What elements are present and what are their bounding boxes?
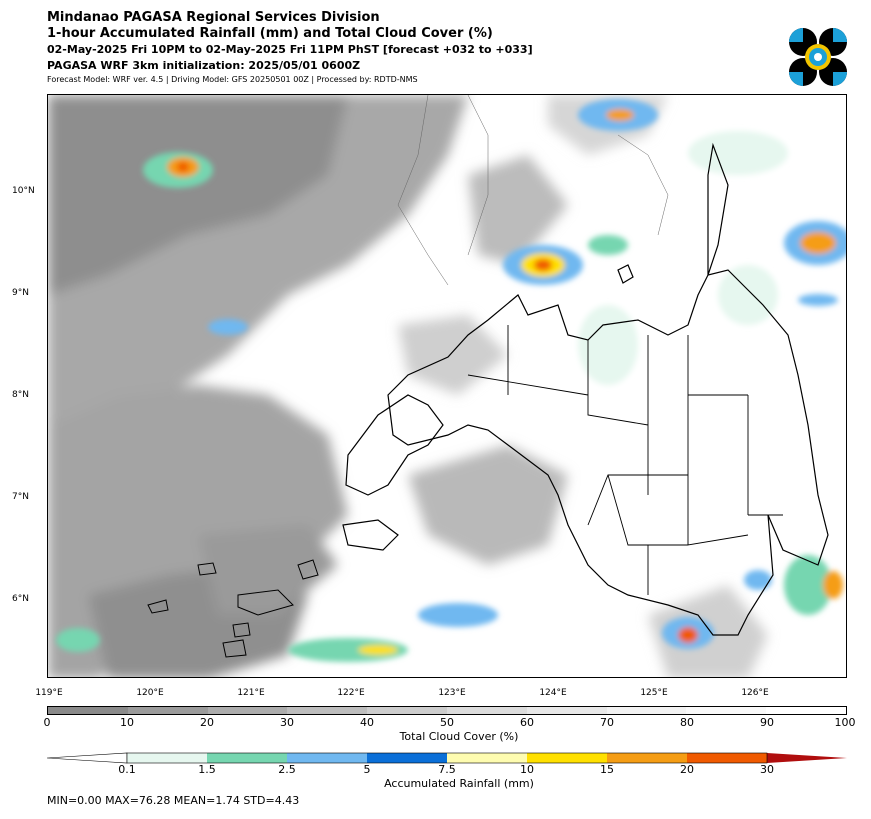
- lon-label-121e: 121°E: [237, 688, 265, 698]
- lat-label-7n: 7°N: [12, 492, 29, 502]
- initialization-time: PAGASA WRF 3km initialization: 2025/05/0…: [47, 59, 361, 72]
- cloud-swatch-8: [686, 707, 767, 714]
- cloud-tick: 0: [43, 716, 51, 729]
- rain-swatch-1: [207, 753, 287, 763]
- lon-label-124e: 124°E: [539, 688, 567, 698]
- cloud-swatch-5: [446, 707, 527, 714]
- model-info: Forecast Model: WRF ver. 4.5 | Driving M…: [47, 75, 418, 84]
- grey-gridlines: [397, 95, 669, 286]
- island-chain: [147, 559, 319, 658]
- rain-swatch-0: [127, 753, 207, 763]
- cloud-tick: 10: [120, 716, 134, 729]
- rain-extend-high: [767, 753, 847, 763]
- cloud-tick: 20: [200, 716, 214, 729]
- rain-tick: 30: [760, 763, 774, 776]
- coastlines-and-boundaries: [342, 142, 829, 636]
- lon-label-123e: 123°E: [438, 688, 466, 698]
- lat-label-10n: 10°N: [12, 186, 35, 196]
- cloud-swatch-0: [48, 707, 128, 714]
- rain-tick: 1.5: [198, 763, 216, 776]
- rain-swatch-3: [367, 753, 447, 763]
- rainfall-colorbar: [47, 752, 847, 764]
- cloud-swatch-2: [207, 707, 288, 714]
- title-product: 1-hour Accumulated Rainfall (mm) and Tot…: [47, 26, 493, 41]
- lon-label-125e: 125°E: [640, 688, 668, 698]
- rain-swatch-4: [447, 753, 527, 763]
- rain-tick: 5: [363, 763, 371, 776]
- cloud-tick: 40: [360, 716, 374, 729]
- rain-swatch-5: [527, 753, 607, 763]
- rain-tick: 15: [600, 763, 614, 776]
- lat-label-8n: 8°N: [12, 390, 29, 400]
- cloud-tick: 90: [760, 716, 774, 729]
- lon-label-122e: 122°E: [337, 688, 365, 698]
- cloud-tick: 100: [834, 716, 856, 729]
- statistics-readout: MIN=0.00 MAX=76.28 MEAN=1.74 STD=4.43: [47, 794, 300, 807]
- cloud-colorbar-title: Total Cloud Cover (%): [399, 730, 519, 743]
- title-region: Mindanao PAGASA Regional Services Divisi…: [47, 10, 380, 25]
- cloud-tick: 80: [680, 716, 694, 729]
- lon-label-126e: 126°E: [741, 688, 769, 698]
- lon-label-120e: 120°E: [136, 688, 164, 698]
- cloud-swatch-9: [766, 707, 846, 714]
- rain-tick: 7.5: [438, 763, 456, 776]
- rainfall-layer: [56, 99, 846, 662]
- pagasa-logo-icon: [788, 27, 848, 87]
- cloud-swatch-3: [287, 707, 368, 714]
- cloud-tick: 70: [600, 716, 614, 729]
- rain-tick: 10: [520, 763, 534, 776]
- lon-label-119e: 119°E: [35, 688, 63, 698]
- rain-tick: 0.1: [118, 763, 136, 776]
- valid-time: 02-May-2025 Fri 10PM to 02-May-2025 Fri …: [47, 43, 533, 56]
- cloud-cover-colorbar: [47, 706, 847, 715]
- cloud-tick: 60: [520, 716, 534, 729]
- rain-swatch-7: [687, 753, 767, 763]
- rain-swatch-6: [607, 753, 687, 763]
- cloud-swatch-6: [526, 707, 607, 714]
- lat-label-6n: 6°N: [12, 594, 29, 604]
- rain-extend-low: [47, 752, 128, 764]
- rain-tick: 2.5: [278, 763, 296, 776]
- cloud-tick: 30: [280, 716, 294, 729]
- admin-boundaries: [467, 325, 783, 595]
- rain-swatch-2: [287, 753, 367, 763]
- cloud-swatch-7: [606, 707, 687, 714]
- cloud-swatch-1: [127, 707, 208, 714]
- cloud-swatch-4: [367, 707, 447, 714]
- lat-label-9n: 9°N: [12, 288, 29, 298]
- rain-colorbar-title: Accumulated Rainfall (mm): [384, 777, 534, 790]
- cloud-tick: 50: [440, 716, 454, 729]
- rain-tick: 20: [680, 763, 694, 776]
- forecast-map: [47, 94, 847, 678]
